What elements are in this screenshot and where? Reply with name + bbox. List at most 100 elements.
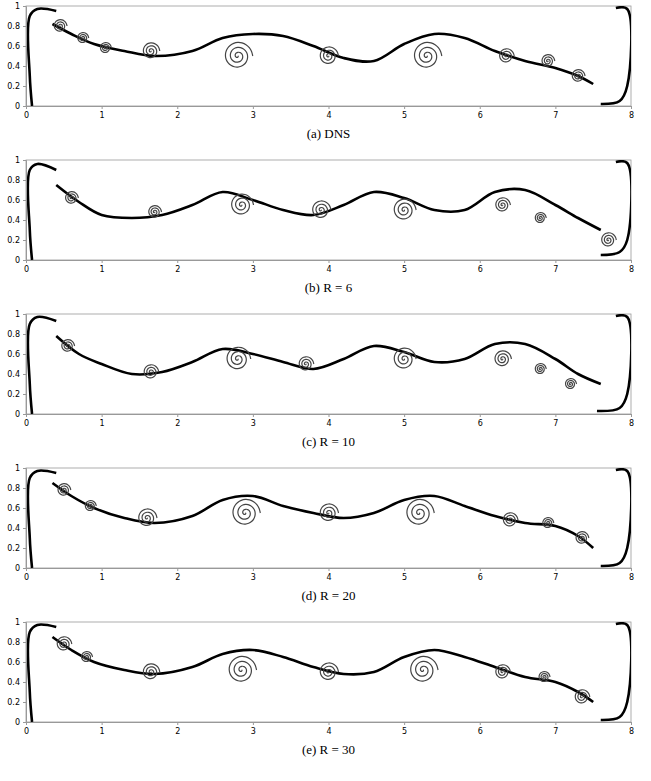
- y-tick-label: 0.6: [7, 658, 20, 667]
- x-tick: 7: [553, 260, 558, 274]
- x-tick: 5: [402, 568, 407, 582]
- vortex: [394, 348, 416, 368]
- x-tick-label: 7: [553, 265, 558, 274]
- x-tick-mark: [555, 568, 556, 571]
- x-tick: 2: [175, 106, 180, 120]
- x-tick-label: 6: [478, 265, 483, 274]
- x-tick-mark: [253, 722, 254, 725]
- x-tick-label: 7: [553, 419, 558, 428]
- vortex: [233, 499, 260, 524]
- y-tick-mark: [23, 106, 26, 107]
- panel: 01234567800.20.40.60.81(d) R = 20: [7, 464, 634, 603]
- y-tick-mark: [23, 220, 26, 221]
- vortex: [58, 484, 71, 495]
- y-tick: 0.6: [7, 350, 26, 359]
- vortex: [575, 690, 590, 703]
- interface-line: [28, 317, 57, 414]
- panel-caption: (d) R = 20: [302, 588, 356, 603]
- y-tick: 0.4: [7, 524, 26, 533]
- vortex: [144, 365, 159, 378]
- x-tick-mark: [404, 414, 405, 417]
- x-tick-label: 8: [629, 111, 634, 120]
- x-tick-mark: [480, 568, 481, 571]
- x-axis: 012345678: [24, 106, 634, 120]
- panel-caption: (b) R = 6: [305, 280, 353, 295]
- x-axis: 012345678: [24, 260, 634, 274]
- x-tick-mark: [480, 260, 481, 263]
- x-tick: 8: [629, 414, 634, 428]
- panel: 01234567800.20.40.60.81(e) R = 30: [7, 618, 634, 757]
- interface-line: [56, 336, 601, 384]
- x-tick: 3: [251, 414, 256, 428]
- x-tick-mark: [102, 106, 103, 109]
- y-tick-label: 0: [15, 256, 20, 265]
- x-tick-label: 3: [251, 265, 256, 274]
- y-tick: 0.4: [7, 678, 26, 687]
- plot-area: [28, 7, 631, 106]
- interface-line: [601, 7, 631, 104]
- y-tick-label: 1: [15, 2, 20, 11]
- y-tick-label: 0.8: [7, 484, 20, 493]
- y-tick-label: 1: [15, 310, 20, 319]
- interface-line: [56, 185, 601, 230]
- y-tick: 1: [15, 2, 26, 11]
- interface-line: [601, 623, 631, 720]
- x-tick-label: 0: [24, 727, 29, 736]
- vortex: [320, 663, 338, 679]
- y-tick: 1: [15, 156, 26, 165]
- x-tick-label: 6: [478, 727, 483, 736]
- x-axis-line: [27, 569, 632, 572]
- figure: 01234567800.20.40.60.81(a) DNS0123456780…: [0, 0, 651, 781]
- x-tick-mark: [480, 414, 481, 417]
- x-tick: 7: [553, 568, 558, 582]
- x-tick: 0: [24, 568, 29, 582]
- x-tick-label: 1: [100, 265, 105, 274]
- y-tick-mark: [23, 528, 26, 529]
- x-tick: 4: [326, 568, 331, 582]
- x-tick: 8: [629, 568, 634, 582]
- y-tick-mark: [23, 722, 26, 723]
- x-tick: 2: [175, 568, 180, 582]
- y-tick-mark: [23, 200, 26, 201]
- x-tick: 1: [100, 414, 105, 428]
- y-tick-mark: [23, 642, 26, 643]
- x-tick-label: 0: [24, 265, 29, 274]
- x-tick: 2: [175, 722, 180, 736]
- vortex: [225, 42, 252, 67]
- x-tick: 6: [478, 106, 483, 120]
- x-tick-mark: [555, 260, 556, 263]
- interface-line: [52, 483, 593, 548]
- x-tick: 8: [629, 260, 634, 274]
- y-tick-mark: [23, 86, 26, 87]
- y-axis: 00.20.40.60.81: [7, 618, 26, 727]
- x-axis: 012345678: [24, 722, 634, 736]
- y-tick-label: 0.4: [7, 62, 20, 71]
- x-tick-label: 5: [402, 573, 407, 582]
- interface-line: [28, 471, 57, 568]
- vortex: [320, 47, 338, 63]
- vortex: [78, 33, 89, 43]
- vortex: [407, 499, 434, 524]
- vortex: [535, 364, 546, 374]
- y-tick-mark: [23, 468, 26, 469]
- x-tick: 1: [100, 722, 105, 736]
- x-tick-label: 1: [100, 419, 105, 428]
- y-tick-label: 0.8: [7, 330, 20, 339]
- x-tick-mark: [404, 106, 405, 109]
- plot-frame: [26, 468, 631, 568]
- vortex: [414, 42, 441, 67]
- y-tick: 0.6: [7, 42, 26, 51]
- y-tick-label: 1: [15, 618, 20, 627]
- x-tick: 1: [100, 106, 105, 120]
- vortex: [54, 20, 67, 31]
- y-tick-mark: [23, 374, 26, 375]
- vortex: [82, 652, 93, 662]
- x-tick-label: 8: [629, 727, 634, 736]
- y-tick-label: 0.4: [7, 216, 20, 225]
- y-tick-label: 0: [15, 718, 20, 727]
- x-tick-label: 5: [402, 727, 407, 736]
- interface-line: [52, 637, 593, 702]
- interface-line: [28, 625, 57, 722]
- vortex: [535, 213, 546, 223]
- y-tick-mark: [23, 394, 26, 395]
